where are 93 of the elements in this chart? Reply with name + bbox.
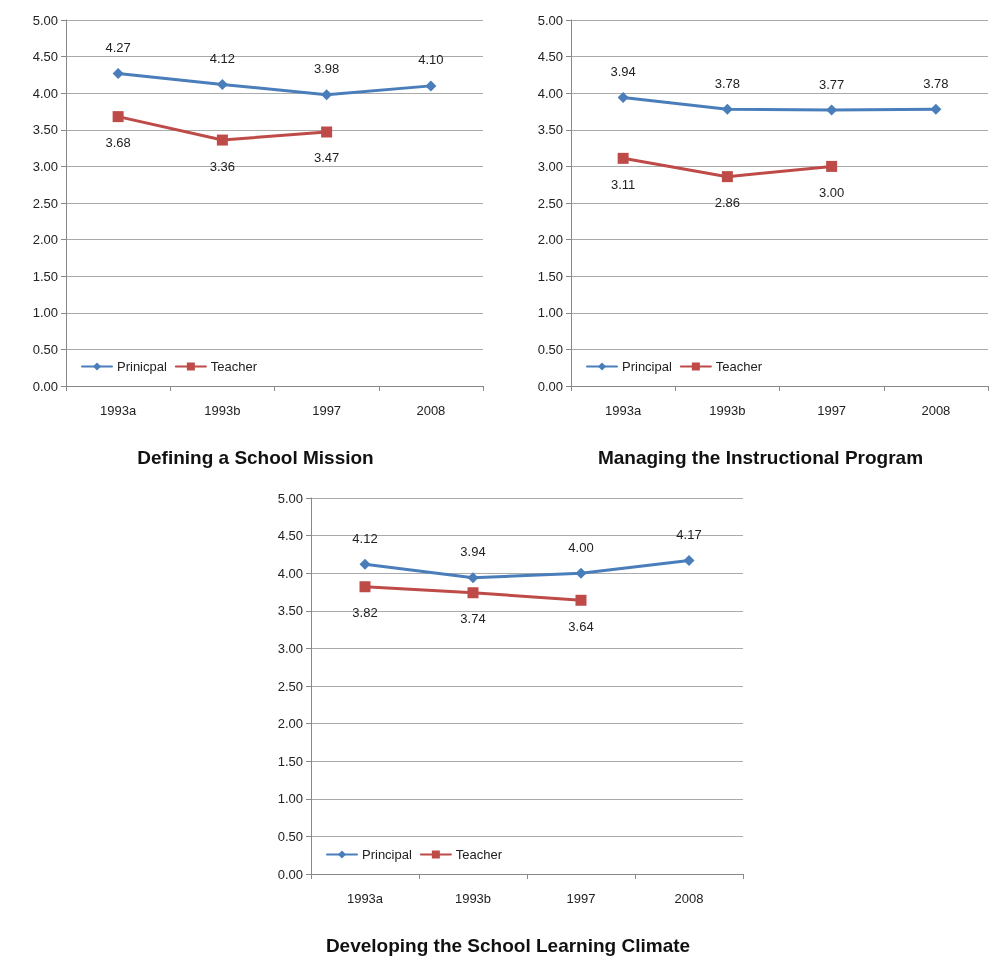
y-tick-label: 5.00 xyxy=(537,12,563,28)
y-tick-label: 4.50 xyxy=(32,49,58,65)
point xyxy=(425,80,437,92)
data-label: 4.12 xyxy=(352,530,378,546)
y-tick-label: 1.50 xyxy=(277,753,303,769)
y-tick-label: 0.00 xyxy=(537,378,563,394)
text: Defining a School Mission xyxy=(137,447,374,468)
data-label: 3.94 xyxy=(460,544,486,560)
point xyxy=(467,587,479,599)
data-label: 4.17 xyxy=(676,526,702,542)
point xyxy=(721,103,733,115)
legend-label: Teacher xyxy=(210,359,258,374)
x-tick-label: 1993a xyxy=(346,891,384,906)
y-tick-label: 1.50 xyxy=(32,268,58,284)
legend-label: Prinicpal xyxy=(117,359,167,374)
y-tick-label: 2.50 xyxy=(277,678,303,694)
point xyxy=(112,67,124,79)
data-label: 3.64 xyxy=(568,618,594,634)
x-tick-label: 1997 xyxy=(817,403,847,418)
point xyxy=(575,594,587,606)
y-tick-label: 3.00 xyxy=(32,158,58,174)
data-label: 3.82 xyxy=(352,605,378,621)
data-label: 4.27 xyxy=(105,39,131,55)
point xyxy=(359,558,371,570)
data-label: 3.94 xyxy=(610,64,636,80)
point xyxy=(930,103,942,115)
text: Managing the Instructional Program xyxy=(597,447,924,468)
data-label: 3.78 xyxy=(923,75,949,91)
point xyxy=(617,92,629,104)
x-tick-label: 1993a xyxy=(605,403,642,418)
y-tick-label: 1.50 xyxy=(537,268,563,284)
point xyxy=(826,160,838,172)
data-label: 4.10 xyxy=(418,52,444,68)
y-tick-label: 5.00 xyxy=(277,490,303,506)
y-tick-label: 4.50 xyxy=(537,49,563,65)
x-tick-label: 2008 xyxy=(921,403,951,418)
y-tick-label: 3.50 xyxy=(537,122,563,138)
data-label: 2.86 xyxy=(714,195,741,211)
y-tick-label: 0.50 xyxy=(32,341,58,357)
y-tick-label: 4.00 xyxy=(32,85,58,101)
y-tick-label: 2.00 xyxy=(277,716,303,732)
legend-label: Teacher xyxy=(715,359,763,374)
x-tick-label: 1993b xyxy=(454,891,492,906)
x-tick-label: 1993b xyxy=(709,403,746,418)
point xyxy=(216,134,228,146)
x-tick-label: 1993a xyxy=(100,403,137,418)
y-tick-label: 1.00 xyxy=(537,305,563,321)
y-tick-label: 3.50 xyxy=(32,122,58,138)
y-tick-label: 3.00 xyxy=(277,640,303,656)
y-tick-label: 2.50 xyxy=(32,195,58,211)
data-label: 3.36 xyxy=(209,158,236,174)
x-tick-label: 1997 xyxy=(312,403,342,418)
y-tick-label: 1.00 xyxy=(277,791,303,807)
x-tick-label: 2008 xyxy=(416,403,446,418)
y-tick-label: 0.00 xyxy=(277,866,303,882)
y-tick-label: 4.50 xyxy=(277,528,303,544)
y-tick-label: 3.50 xyxy=(277,603,303,619)
x-tick-label: 2008 xyxy=(674,891,704,906)
y-tick-label: 5.00 xyxy=(32,12,58,28)
y-tick-label: 2.00 xyxy=(32,232,58,248)
legend-label: Principal xyxy=(362,847,412,862)
y-tick-label: 0.50 xyxy=(537,341,563,357)
x-tick-label: 1993b xyxy=(204,403,241,418)
x-tick-label: 1997 xyxy=(566,891,596,906)
data-label: 3.11 xyxy=(610,176,636,192)
text: Developing the School Learning Climate xyxy=(325,935,691,956)
y-tick-label: 2.00 xyxy=(537,232,563,248)
data-label: 4.12 xyxy=(209,50,236,66)
y-tick-label: 4.00 xyxy=(277,565,303,581)
point xyxy=(321,126,333,138)
legend-label: Teacher xyxy=(455,847,503,862)
point xyxy=(112,111,124,123)
y-tick-label: 2.50 xyxy=(537,195,563,211)
point xyxy=(683,554,695,566)
data-label: 3.98 xyxy=(313,61,340,77)
data-label: 3.68 xyxy=(105,135,131,151)
point xyxy=(216,78,228,90)
data-label: 3.00 xyxy=(818,184,845,200)
point xyxy=(721,171,733,183)
data-label: 4.00 xyxy=(568,539,594,555)
data-label: 3.78 xyxy=(714,75,741,91)
y-tick-label: 0.50 xyxy=(277,828,303,844)
point xyxy=(617,152,629,164)
y-tick-label: 4.00 xyxy=(537,85,563,101)
legend-label: Principal xyxy=(622,359,672,374)
data-label: 3.77 xyxy=(818,76,845,92)
point xyxy=(321,89,333,101)
data-label: 3.47 xyxy=(313,150,340,166)
y-tick-label: 3.00 xyxy=(537,158,563,174)
y-tick-label: 1.00 xyxy=(32,305,58,321)
data-label: 3.74 xyxy=(460,611,486,627)
y-tick-label: 0.00 xyxy=(32,378,58,394)
point xyxy=(359,581,371,593)
